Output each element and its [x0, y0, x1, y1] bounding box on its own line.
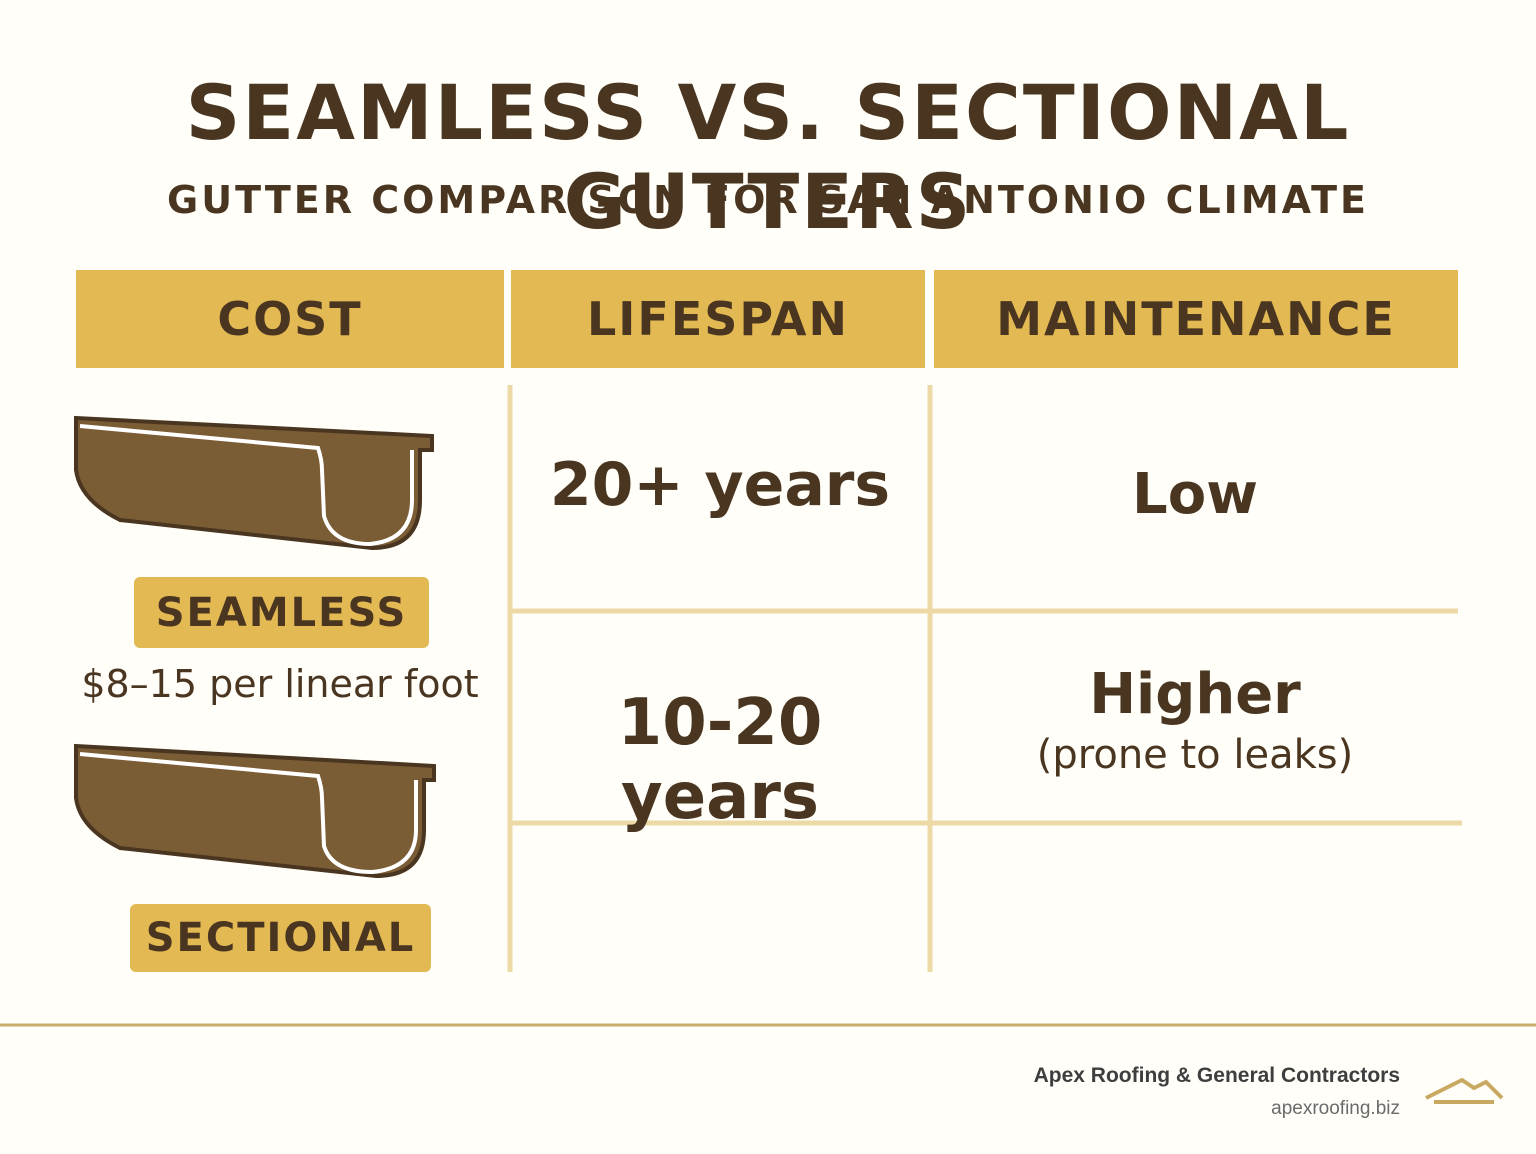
- company: Apex Roofing & General Contractors: [1033, 1064, 1400, 1087]
- logo: [1425, 1077, 1504, 1104]
- type-label: SEAMLESS: [134, 577, 429, 648]
- lifespan: 20+ years: [549, 450, 891, 520]
- price: $8–15 per linear foot: [81, 662, 479, 706]
- lifespan: 10-20 years: [617, 686, 823, 834]
- maintenance: Higher: [1089, 662, 1301, 727]
- column-header: LIFESPAN: [511, 270, 925, 368]
- column-header: COST: [76, 270, 504, 368]
- gutter-icon: [74, 415, 434, 551]
- maintenance: Low: [1132, 462, 1258, 527]
- table-lines: [507, 385, 1462, 972]
- website: apexroofing.biz: [1271, 1098, 1400, 1119]
- maintenance-note: (prone to leaks): [1036, 732, 1354, 778]
- gutter-icon: [74, 743, 436, 879]
- subtitle: GUTTER COMPARISON FOR SAN ANTONIO CLIMAT…: [167, 178, 1369, 222]
- type-label: SECTIONAL: [130, 904, 431, 972]
- title: SEAMLESS VS. SECTIONAL GUTTERS: [185, 68, 1351, 246]
- column-header: MAINTENANCE: [934, 270, 1458, 368]
